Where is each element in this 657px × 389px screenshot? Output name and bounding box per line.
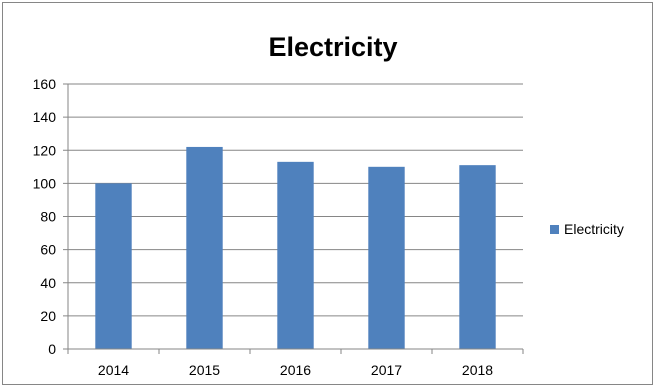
y-tick-label: 120 bbox=[33, 142, 57, 158]
legend-swatch bbox=[550, 225, 559, 234]
chart-frame: Electricity 0 20 40 60 80 100 120 140 160 2014 20… bbox=[2, 2, 653, 385]
y-tick-label: 160 bbox=[33, 76, 57, 92]
bars bbox=[95, 146, 496, 349]
legend: Electricity bbox=[550, 221, 624, 237]
y-tick-label: 100 bbox=[33, 175, 57, 191]
y-tick-label: 80 bbox=[40, 209, 56, 225]
x-tick-label: 2015 bbox=[189, 362, 220, 378]
x-tick-label: 2017 bbox=[371, 362, 402, 378]
bar-2015 bbox=[186, 146, 223, 349]
y-tick-label: 0 bbox=[48, 341, 56, 357]
x-tick-label: 2014 bbox=[98, 362, 129, 378]
bar-2014 bbox=[95, 183, 132, 349]
x-tick-label: 2018 bbox=[462, 362, 493, 378]
x-tick-label: 2016 bbox=[280, 362, 311, 378]
x-axis-tick-labels: 2014 2015 2016 2017 2018 bbox=[98, 362, 493, 378]
y-tick-label: 40 bbox=[40, 275, 56, 291]
chart-title: Electricity bbox=[268, 32, 397, 62]
y-tick-label: 140 bbox=[33, 109, 57, 125]
y-axis-tick-labels: 0 20 40 60 80 100 120 140 160 bbox=[33, 76, 68, 357]
bar-2017 bbox=[368, 166, 405, 349]
y-tick-label: 20 bbox=[40, 308, 56, 324]
axes bbox=[67, 84, 524, 354]
y-tick-label: 60 bbox=[40, 242, 56, 258]
bar-2016 bbox=[277, 161, 314, 349]
legend-label: Electricity bbox=[564, 221, 624, 237]
bar-2018 bbox=[459, 165, 496, 349]
